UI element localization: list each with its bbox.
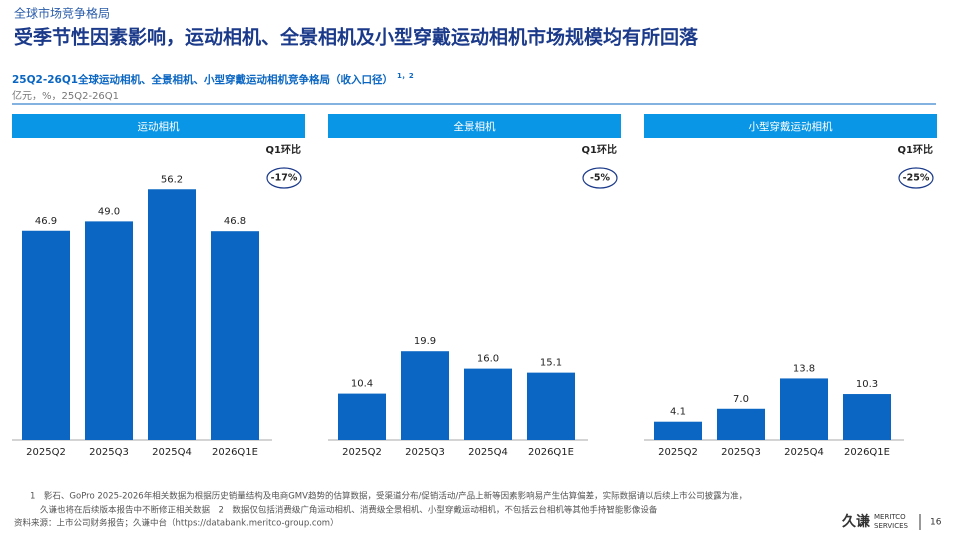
value-label: 15.1 [540, 358, 562, 369]
value-label: 4.1 [670, 407, 686, 418]
panel-header [328, 114, 621, 138]
x-tick-label: 2025Q3 [89, 447, 129, 458]
value-label: 10.4 [351, 379, 373, 390]
bar [85, 221, 133, 440]
bar [780, 378, 828, 440]
panel-header [12, 114, 305, 138]
bar [654, 421, 702, 440]
x-tick-label: 2025Q2 [26, 447, 66, 458]
x-tick-label: 2025Q3 [721, 447, 761, 458]
page-number: 16 [930, 518, 942, 528]
value-label: 16.0 [477, 354, 499, 365]
chart-title: 小型穿戴运动相机 [749, 120, 833, 133]
bar [527, 372, 575, 440]
footnote: 1 影石、GoPro 2025-2026年相关数据为根据历史销量结构及电商GMV… [30, 491, 747, 502]
x-tick-label: 2025Q2 [658, 447, 698, 458]
x-tick-label: 2025Q4 [468, 447, 508, 458]
annotation: Q1环比 [582, 143, 617, 156]
bar [843, 394, 891, 440]
x-tick-label: 2026Q1E [844, 447, 890, 458]
superscript: 1，2 [397, 72, 414, 80]
value-label: 46.9 [35, 216, 57, 227]
change: -17% [271, 173, 298, 184]
brand-en: SERVICES [874, 522, 909, 530]
value-label: 56.2 [161, 174, 183, 185]
annotation: Q1环比 [266, 143, 301, 156]
bar [211, 231, 259, 440]
bar [464, 368, 512, 440]
change: -25% [903, 173, 930, 184]
change: -5% [590, 173, 611, 184]
x-tick-label: 2025Q4 [152, 447, 192, 458]
change-badge [582, 167, 618, 189]
x-tick-label: 2025Q4 [784, 447, 824, 458]
brand-cn: 久谦 [841, 513, 871, 530]
change-badge [898, 167, 934, 189]
value-label: 13.8 [793, 363, 815, 374]
bar [717, 408, 765, 440]
source: 资料来源：上市公司财务报告；久谦中台（https://databank.meri… [14, 518, 339, 529]
bar [148, 189, 196, 440]
panel-header [644, 114, 937, 138]
x-tick-label: 2026Q1E [212, 447, 258, 458]
value-label: 7.0 [733, 394, 749, 405]
section: 全球市场竞争格局 [14, 6, 110, 21]
footnote: 久谦也将在后续版本报告中不断修正相关数据 2 数据仅包括消费级广角运动相机、消费… [40, 505, 658, 516]
x-tick-label: 2025Q3 [405, 447, 445, 458]
value-label: 46.8 [224, 216, 246, 227]
x-tick-label: 2025Q2 [342, 447, 382, 458]
value-label: 19.9 [414, 336, 436, 347]
bar [22, 230, 70, 440]
chart-title: 运动相机 [138, 120, 180, 133]
value-label: 10.3 [856, 379, 878, 390]
annotation: Q1环比 [898, 143, 933, 156]
x-tick-label: 2026Q1E [528, 447, 574, 458]
brand-en: MERITCO [874, 513, 906, 521]
slide-title: 受季节性因素影响，运动相机、全景相机及小型穿戴运动相机市场规模均有所回落 [14, 26, 699, 49]
units: 亿元，%，25Q2-26Q1 [12, 89, 119, 102]
bar [401, 351, 449, 440]
chart-subtitle: 25Q2-26Q1全球运动相机、全景相机、小型穿戴运动相机竞争格局（收入口径） 1… [12, 72, 414, 86]
change-badge [266, 167, 302, 189]
chart-title: 全景相机 [454, 120, 496, 133]
value-label: 49.0 [98, 206, 120, 217]
bar [338, 393, 386, 440]
subtitle-text: 25Q2-26Q1全球运动相机、全景相机、小型穿戴运动相机竞争格局（收入口径） [12, 73, 393, 86]
